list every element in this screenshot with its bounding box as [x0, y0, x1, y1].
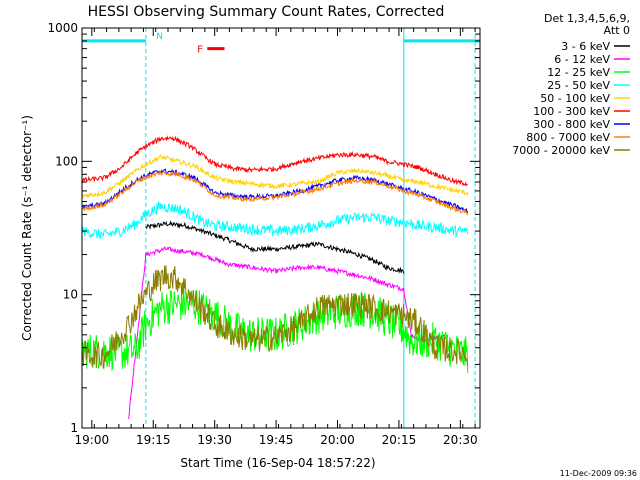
legend-label: 12 - 25 keV [547, 66, 610, 79]
series-line [81, 265, 469, 370]
series-line [145, 220, 405, 274]
series-line [81, 170, 469, 216]
y-tick-label: 1000 [47, 21, 78, 35]
legend-label: 6 - 12 keV [554, 53, 610, 66]
legend-label: 25 - 50 keV [547, 79, 610, 92]
legend-header: Det 1,3,4,5,6,9, [544, 12, 630, 25]
legend-label: 100 - 300 keV [533, 105, 610, 118]
y-tick-label: 10 [63, 288, 78, 302]
series-line [81, 287, 469, 374]
legend-label: 800 - 7000 keV [526, 131, 610, 144]
night-label: N [156, 32, 163, 42]
y-axis-label: Corrected Count Rate (s⁻¹ detector⁻¹) [20, 115, 34, 341]
legend-label: 3 - 6 keV [561, 40, 610, 53]
flare-label: F [197, 45, 203, 56]
y-tick-label: 1 [70, 421, 78, 435]
legend-label: 7000 - 20000 keV [512, 144, 610, 157]
y-tick-label: 100 [55, 154, 78, 168]
series-line [81, 135, 468, 187]
legend-label: 300 - 800 keV [533, 118, 610, 131]
x-tick-label: 19:45 [259, 433, 294, 447]
series-line [128, 245, 449, 420]
x-tick-label: 19:00 [75, 433, 110, 447]
series-line [81, 153, 469, 200]
x-tick-label: 20:30 [443, 433, 478, 447]
x-axis-label: Start Time (16-Sep-04 18:57:22) [180, 456, 375, 470]
legend-label: 50 - 100 keV [540, 92, 610, 105]
chart-title: HESSI Observing Summary Count Rates, Cor… [88, 4, 445, 20]
legend-header: Att 0 [604, 24, 630, 37]
x-tick-label: 19:30 [197, 433, 232, 447]
plot-frame [81, 27, 481, 429]
series-line [81, 201, 469, 240]
x-tick-label: 20:15 [382, 433, 417, 447]
x-tick-label: 19:15 [136, 433, 171, 447]
x-tick-label: 20:00 [320, 433, 355, 447]
footer-timestamp: 11-Dec-2009 09:36 [560, 469, 637, 478]
